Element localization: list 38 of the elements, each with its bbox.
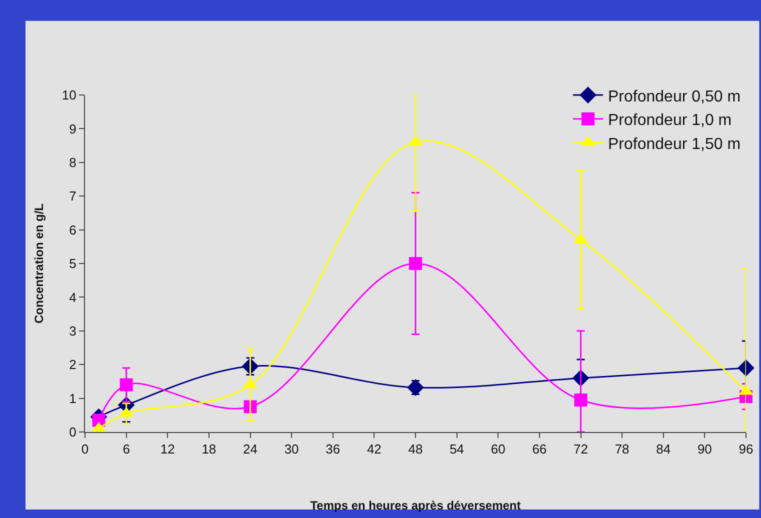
y-tick-label: 2 <box>69 357 76 372</box>
x-tick-label: 96 <box>738 442 754 457</box>
y-tick-label: 5 <box>69 256 76 272</box>
x-tick-label: 84 <box>656 442 671 457</box>
x-axis-title: Temps en heures après déversement <box>310 498 521 512</box>
y-tick-label: 4 <box>69 290 76 305</box>
x-tick-label: 36 <box>326 442 340 457</box>
x-tick-label: 60 <box>490 442 506 457</box>
x-tick-label: 0 <box>81 442 89 457</box>
y-tick-label: 0 <box>69 424 76 440</box>
legend-label: Profondeur 1,50 m <box>608 136 741 153</box>
y-tick-label: 7 <box>69 188 76 204</box>
point <box>574 393 588 406</box>
x-tick-label: 78 <box>614 442 630 457</box>
point <box>738 360 754 376</box>
x-tick-label: 42 <box>366 442 382 457</box>
y-tick-label: 3 <box>69 323 76 338</box>
legend-label: Profondeur 1,0 m <box>608 112 732 130</box>
point <box>407 379 424 396</box>
x-tick-label: 90 <box>697 442 712 457</box>
y-tick-label: 10 <box>62 88 76 103</box>
y-tick-label: 8 <box>69 154 76 170</box>
x-tick-label: 24 <box>243 442 258 457</box>
x-tick-label: 54 <box>450 442 464 457</box>
y-axis-title: Concentration en g/L <box>32 204 46 324</box>
point <box>409 257 422 270</box>
legend-label: Profondeur 0,50 m <box>608 88 741 106</box>
y-tick-label: 6 <box>69 222 76 238</box>
y-tick-label: 9 <box>69 121 76 136</box>
x-tick-label: 18 <box>202 442 216 457</box>
point <box>120 378 133 392</box>
x-tick-label: 30 <box>284 442 299 457</box>
x-tick-label: 72 <box>574 442 588 457</box>
y-tick-label: 1 <box>69 390 76 406</box>
x-tick-label: 48 <box>408 442 423 457</box>
x-tick-label: 12 <box>160 442 175 457</box>
x-tick-label: 66 <box>532 442 547 457</box>
x-tick-label: 6 <box>122 442 130 457</box>
